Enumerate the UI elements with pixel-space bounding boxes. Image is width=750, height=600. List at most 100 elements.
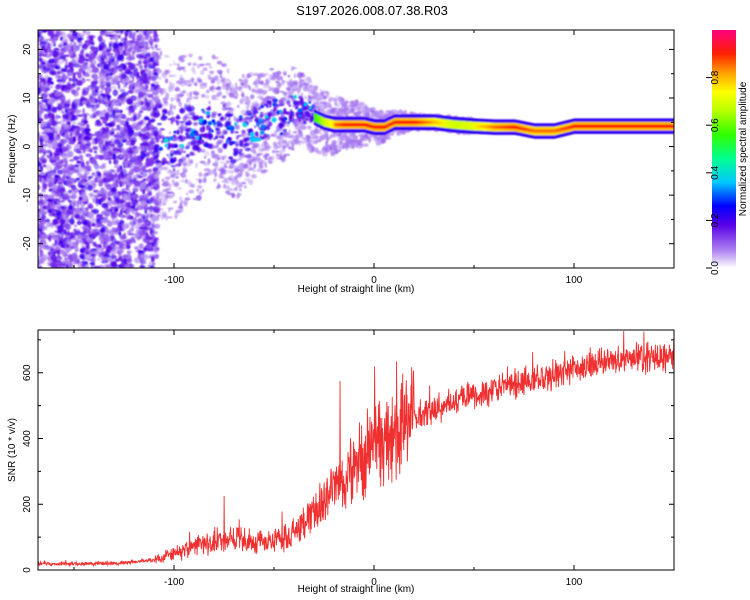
noise-blob <box>319 150 322 155</box>
noise-blob <box>42 79 47 86</box>
noise-blob <box>145 177 150 182</box>
noise-blob <box>72 82 77 88</box>
noise-blob <box>120 168 128 176</box>
noise-blob <box>238 164 244 170</box>
noise-blob <box>38 65 46 69</box>
noise-blob <box>120 235 127 240</box>
noise-blob <box>169 63 173 66</box>
noise-blob <box>68 189 72 194</box>
noise-blob <box>147 199 153 205</box>
noise-blob <box>71 102 75 108</box>
noise-blob <box>283 91 288 96</box>
noise-blob <box>180 123 185 127</box>
noise-blob <box>156 160 163 164</box>
noise-blob <box>152 161 156 164</box>
noise-blob <box>152 46 155 51</box>
noise-blob <box>72 200 78 207</box>
noise-blob <box>197 78 203 83</box>
noise-blob <box>134 90 140 94</box>
noise-blob <box>63 170 67 174</box>
noise-blob <box>81 241 84 249</box>
noise-blob <box>241 93 245 98</box>
noise-blob <box>71 89 77 95</box>
noise-blob <box>319 89 323 92</box>
noise-blob <box>147 191 153 196</box>
noise-blob <box>46 149 52 154</box>
noise-blob <box>125 117 131 122</box>
noise-blob <box>187 116 193 119</box>
noise-blob <box>176 114 180 120</box>
noise-blob <box>166 153 170 157</box>
noise-blob <box>57 249 60 257</box>
noise-blob <box>63 222 67 229</box>
noise-blob <box>91 250 98 254</box>
noise-blob <box>164 69 171 75</box>
noise-blob <box>235 168 241 173</box>
noise-blob <box>140 41 148 44</box>
noise-blob <box>299 72 305 77</box>
noise-blob <box>103 63 109 70</box>
noise-blob <box>56 60 61 67</box>
noise-blob <box>218 113 221 117</box>
noise-blob <box>180 161 183 164</box>
noise-blob <box>41 98 48 103</box>
noise-blob <box>244 178 248 181</box>
noise-blob <box>44 226 47 230</box>
noise-blob <box>38 178 42 183</box>
noise-blob <box>178 101 182 107</box>
noise-blob <box>238 78 243 82</box>
noise-blob <box>109 65 113 70</box>
noise-blob <box>43 113 49 120</box>
noise-blob <box>157 122 162 126</box>
noise-blob <box>84 254 92 261</box>
noise-blob <box>170 170 174 174</box>
noise-blob <box>247 165 253 172</box>
noise-blob <box>351 146 355 149</box>
noise-blob <box>118 255 123 261</box>
noise-blob <box>67 72 73 77</box>
noise-blob <box>92 241 97 246</box>
noise-blob <box>83 229 87 236</box>
noise-blob <box>97 100 104 104</box>
noise-blob <box>238 188 242 192</box>
noise-blob <box>199 190 202 196</box>
noise-blob <box>75 177 81 181</box>
noise-blob <box>297 125 302 132</box>
noise-blob <box>275 155 279 161</box>
noise-blob <box>58 51 65 57</box>
noise-blob <box>70 241 77 248</box>
noise-blob <box>93 86 100 91</box>
noise-blob <box>82 108 85 113</box>
noise-blob <box>47 143 54 149</box>
noise-blob <box>95 103 100 108</box>
noise-blob <box>211 168 216 175</box>
noise-blob <box>254 118 258 121</box>
noise-blob <box>221 63 227 68</box>
noise-blob <box>114 179 121 185</box>
noise-blob <box>207 169 212 175</box>
noise-blob <box>186 120 192 126</box>
noise-blob <box>70 67 74 72</box>
noise-blob <box>143 64 148 69</box>
noise-blob <box>74 208 80 214</box>
noise-blob <box>267 126 271 130</box>
noise-blob <box>60 244 66 249</box>
noise-blob <box>152 106 158 112</box>
noise-blob <box>92 79 97 83</box>
noise-blob <box>269 68 275 71</box>
noise-blob <box>154 231 158 235</box>
noise-blob <box>164 110 168 115</box>
noise-blob <box>228 156 233 160</box>
noise-blob <box>174 176 179 179</box>
noise-blob <box>154 44 158 49</box>
noise-blob <box>299 79 302 84</box>
noise-blob <box>249 85 251 91</box>
noise-blob <box>111 217 115 221</box>
noise-blob <box>52 218 59 226</box>
noise-blob <box>151 195 158 199</box>
noise-blob <box>252 169 256 173</box>
noise-blob <box>264 139 268 146</box>
noise-blob <box>174 212 179 218</box>
noise-blob <box>38 157 42 161</box>
noise-blob <box>274 87 281 90</box>
